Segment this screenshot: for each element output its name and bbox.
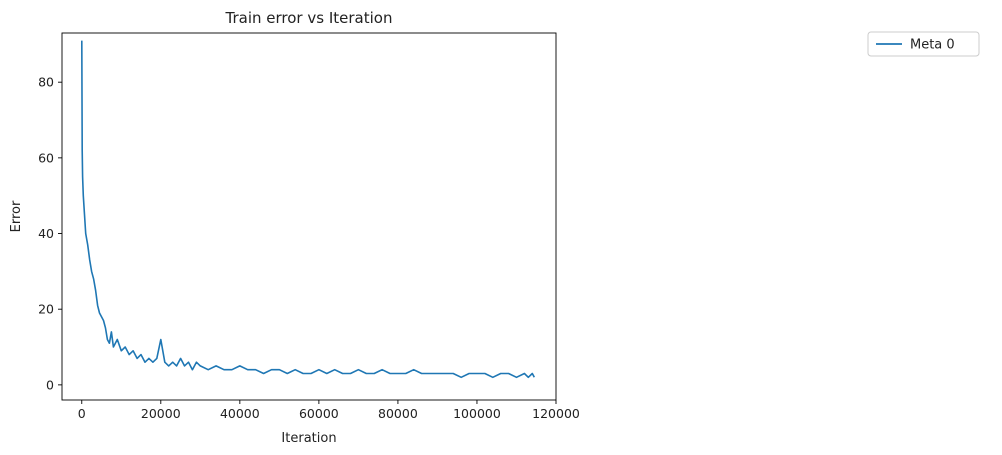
plot-area	[61, 32, 557, 401]
y-tick-label: 0	[46, 377, 54, 392]
legend-label: Meta 0	[910, 38, 955, 53]
x-tick-label: 0	[78, 406, 86, 421]
legend-box	[867, 31, 980, 57]
y-tick-label: 40	[38, 226, 54, 241]
y-tick-label: 20	[38, 302, 54, 317]
y-axis-ticks: 0 20 40 60 80	[38, 75, 62, 392]
x-axis-ticks: 0 20000 40000 60000 80000 100000 120000	[78, 400, 580, 421]
x-tick-label: 20000	[141, 406, 181, 421]
x-tick-label: 120000	[532, 406, 580, 421]
x-tick-label: 40000	[220, 406, 260, 421]
x-axis-label: Iteration	[281, 431, 336, 446]
y-tick-label: 80	[38, 75, 54, 90]
x-tick-label: 60000	[299, 406, 339, 421]
chart-title: Train error vs Iteration	[225, 9, 393, 27]
axes-frame	[61, 32, 557, 401]
legend: Meta 0	[867, 31, 980, 57]
y-tick-label: 60	[38, 150, 54, 165]
plot-background	[62, 33, 556, 400]
x-tick-label: 80000	[378, 406, 418, 421]
y-axis-label: Error	[9, 200, 24, 232]
x-tick-label: 100000	[453, 406, 501, 421]
series-line-0	[81, 40, 536, 379]
